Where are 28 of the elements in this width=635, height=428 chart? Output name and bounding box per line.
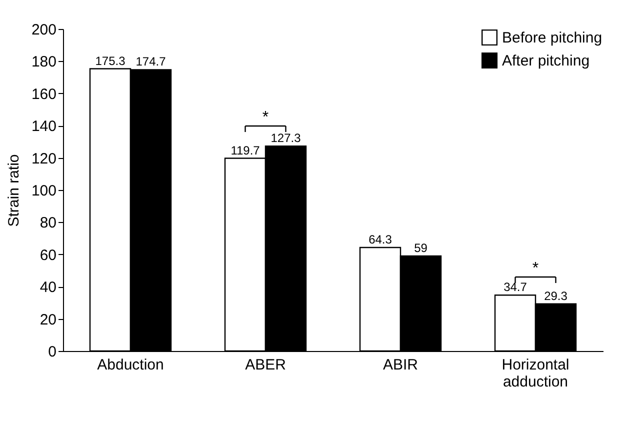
data-label: 119.7	[230, 143, 260, 158]
x-tick-label: ABER	[245, 356, 286, 374]
data-label: 174.7	[136, 54, 166, 69]
y-tick-label: 140	[31, 118, 56, 136]
data-label: 29.3	[544, 288, 568, 303]
y-tick-label: 20	[40, 311, 56, 328]
data-label: 34.7	[504, 280, 528, 294]
y-tick-label: 160	[31, 86, 56, 103]
annotation: *	[532, 260, 539, 277]
y-tick-label: 40	[40, 279, 56, 296]
legend-label: After pitching	[502, 52, 590, 70]
y-tick-label: 200	[31, 22, 56, 38]
x-tick-label: Horizontal adduction	[502, 356, 570, 390]
y-tick-label: 0	[48, 344, 56, 360]
y-tick-label: 100	[31, 182, 56, 200]
y-tick-label: 80	[40, 214, 56, 232]
data-label: 175.3	[95, 54, 126, 68]
data-label: 127.3	[270, 131, 302, 146]
y-axis-title: Strain ratio	[5, 154, 22, 227]
y-tick-label: 180	[31, 54, 56, 71]
x-tick-label: Abduction	[97, 356, 164, 374]
data-label: 59	[414, 241, 428, 256]
x-tick-label: ABIR	[382, 356, 418, 374]
legend-label: Before pitching	[502, 30, 602, 46]
data-label: 64.3	[368, 232, 392, 246]
y-tick-label: 120	[31, 150, 56, 168]
y-tick-label: 60	[40, 246, 56, 264]
annotation: *	[262, 109, 269, 126]
